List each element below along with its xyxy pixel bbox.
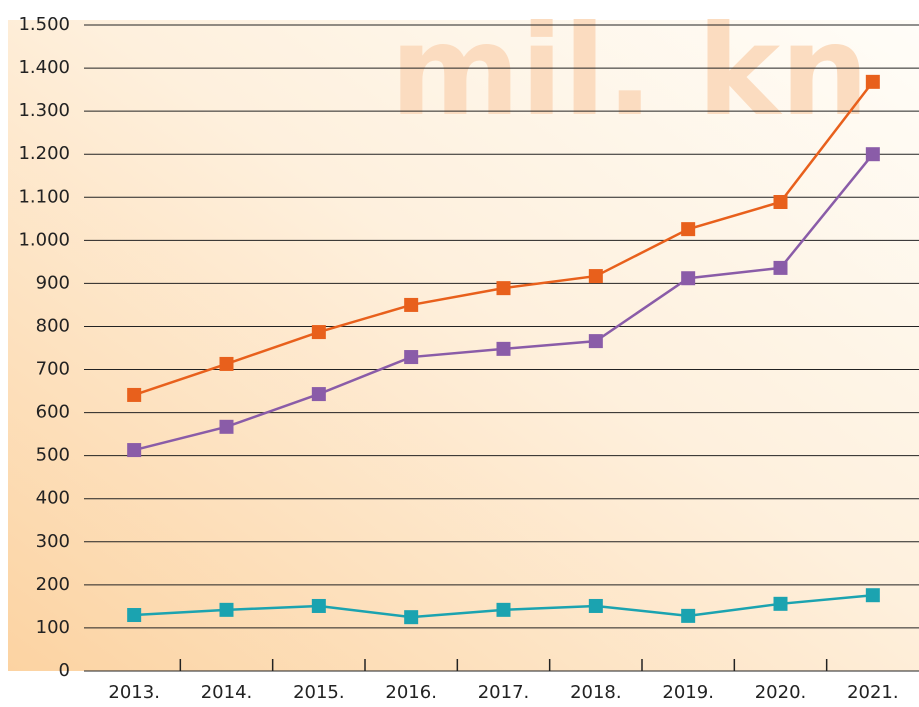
y-tick-label: 700 — [36, 359, 70, 380]
y-tick-label: 1.300 — [18, 100, 70, 121]
plot-background — [8, 20, 919, 671]
x-tick-label: 2019. — [662, 682, 714, 703]
y-tick-label: 400 — [36, 488, 70, 509]
y-tick-label: 1.200 — [18, 143, 70, 164]
marker — [681, 222, 696, 237]
marker — [773, 596, 788, 611]
marker — [496, 281, 511, 296]
marker — [127, 387, 142, 402]
watermark: mil. kn — [390, 0, 869, 144]
marker — [404, 610, 419, 625]
x-tick-label: 2013. — [108, 682, 160, 703]
marker — [865, 147, 880, 162]
marker — [404, 350, 419, 365]
x-tick-label: 2017. — [478, 682, 530, 703]
x-tick-label: 2015. — [293, 682, 345, 703]
marker — [773, 260, 788, 275]
y-tick-label: 1.100 — [18, 186, 70, 207]
marker — [681, 271, 696, 286]
y-tick-label: 200 — [36, 574, 70, 595]
marker — [588, 598, 603, 613]
marker — [219, 419, 234, 434]
marker — [496, 602, 511, 617]
y-tick-label: 900 — [36, 272, 70, 293]
marker — [588, 334, 603, 349]
marker — [219, 356, 234, 371]
marker — [127, 443, 142, 458]
marker — [865, 74, 880, 89]
y-tick-label: 100 — [36, 617, 70, 638]
y-tick-label: 0 — [59, 660, 70, 681]
y-tick-label: 1.000 — [18, 229, 70, 250]
y-tick-label: 600 — [36, 402, 70, 423]
marker — [681, 608, 696, 623]
marker — [496, 341, 511, 356]
marker — [219, 602, 234, 617]
marker — [311, 325, 326, 340]
marker — [127, 608, 142, 623]
y-tick-label: 1.500 — [18, 14, 70, 35]
y-tick-label: 500 — [36, 445, 70, 466]
marker — [588, 269, 603, 284]
marker — [865, 588, 880, 603]
x-tick-label: 2020. — [755, 682, 807, 703]
marker — [311, 387, 326, 402]
marker — [773, 195, 788, 210]
marker — [404, 297, 419, 312]
x-tick-label: 2018. — [570, 682, 622, 703]
y-tick-label: 800 — [36, 315, 70, 336]
x-tick-label: 2014. — [201, 682, 253, 703]
y-tick-label: 1.400 — [18, 57, 70, 78]
x-tick-label: 2016. — [385, 682, 437, 703]
y-tick-label: 300 — [36, 531, 70, 552]
x-tick-label: 2021. — [847, 682, 899, 703]
marker — [311, 598, 326, 613]
